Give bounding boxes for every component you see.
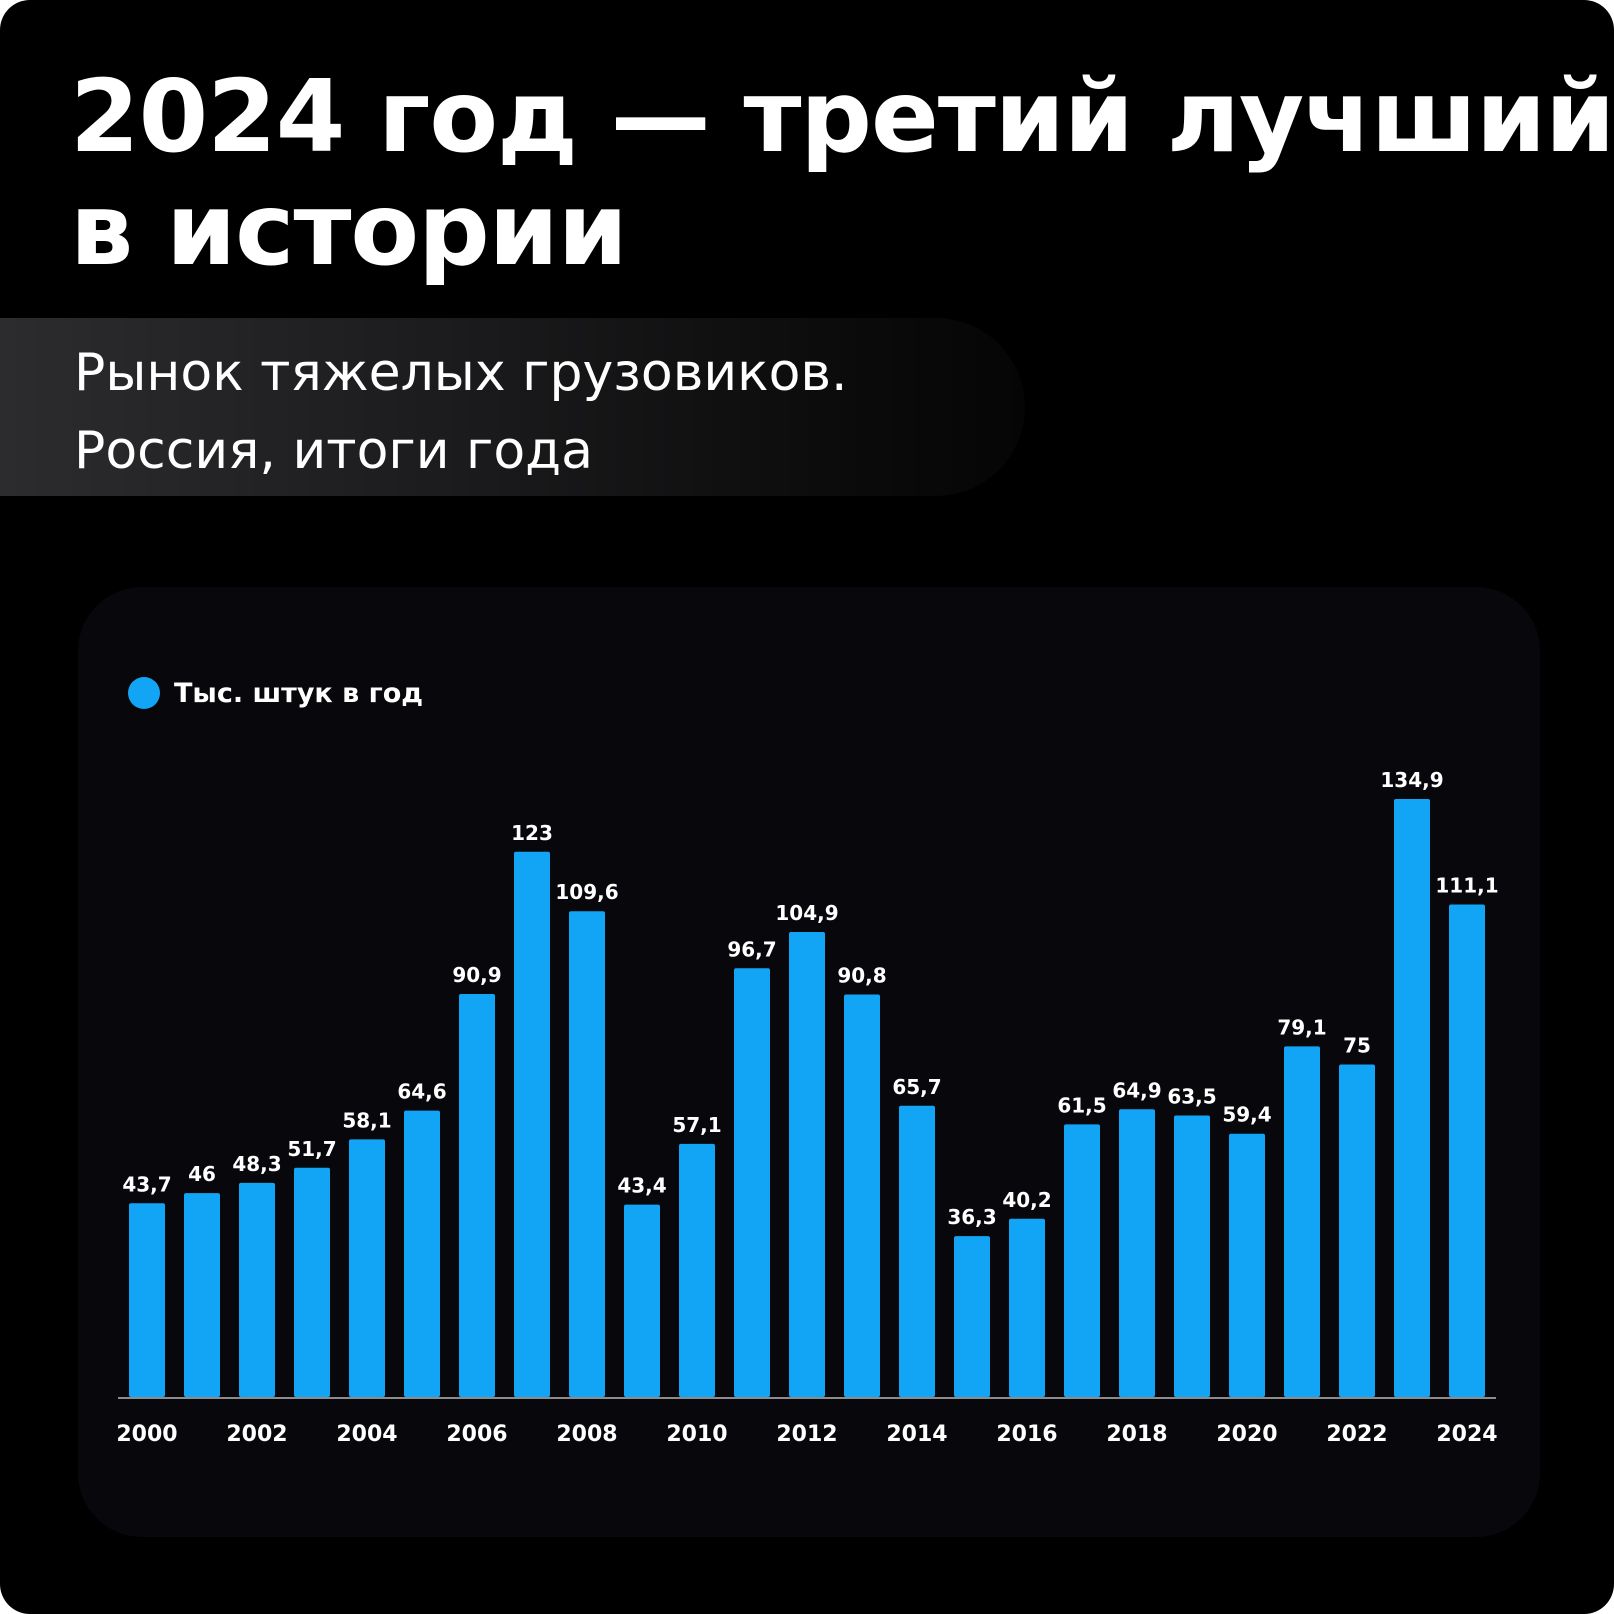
bar-2008	[569, 911, 605, 1397]
bar-value-label-2012: 104,9	[775, 901, 838, 925]
bar-value-label-2010: 57,1	[672, 1113, 721, 1137]
x-tick-label-2010: 2010	[666, 1422, 727, 1447]
bar-value-label-2003: 51,7	[287, 1137, 336, 1161]
bar-value-label-2009: 43,4	[617, 1174, 666, 1198]
bar-value-label-2016: 40,2	[1002, 1188, 1051, 1212]
page-title: 2024 год — третий лучший в истории	[70, 58, 1614, 288]
x-tick-label-2024: 2024	[1436, 1422, 1497, 1447]
x-tick-label-2002: 2002	[226, 1422, 287, 1447]
bar-2012	[789, 932, 825, 1397]
bar-2022	[1339, 1064, 1375, 1397]
bar-value-label-2013: 90,8	[837, 964, 886, 988]
bar-2018	[1119, 1109, 1155, 1397]
bar-2019	[1174, 1115, 1210, 1397]
bar-value-label-2011: 96,7	[727, 937, 776, 961]
bar-chart: 43,7 46 48,351,758,164,6 90,9 123 109,6 43,4 57…	[116, 768, 1498, 1447]
chart-panel: Тыс. штук в год 43,7 46 48,3 51,7 58,1 64,6 90…	[78, 587, 1540, 1537]
bar-value-label-2007: 123	[511, 821, 553, 845]
subtitle-band	[0, 318, 1025, 496]
bar-2003	[294, 1167, 330, 1397]
bar-2015	[954, 1236, 990, 1397]
x-tick-label-2022: 2022	[1326, 1422, 1387, 1447]
x-tick-label-2004: 2004	[336, 1422, 397, 1447]
bar-value-label-2004: 58,1	[342, 1108, 391, 1132]
legend-swatch-icon	[128, 677, 160, 709]
subtitle-line-1: Рынок тяжелых грузовиков.	[74, 343, 848, 403]
bar-value-label-2002: 48,3	[232, 1152, 281, 1176]
bar-2017	[1064, 1124, 1100, 1397]
bar-value-label-2008: 109,6	[555, 880, 618, 904]
bar-2010	[679, 1143, 715, 1397]
subtitle: Рынок тяжелых грузовиков. Россия, итоги …	[74, 334, 848, 490]
bar-value-label-2017: 61,5	[1057, 1093, 1106, 1117]
x-tick-label-2012: 2012	[776, 1422, 837, 1447]
bar-2000	[129, 1203, 165, 1397]
bar-value-label-2024: 111,1	[1435, 874, 1498, 898]
bar-2009	[624, 1204, 660, 1397]
bar-2014	[899, 1105, 935, 1397]
bar-2021	[1284, 1046, 1320, 1397]
x-tick-label-2000: 2000	[116, 1422, 177, 1447]
bar-2020	[1229, 1133, 1265, 1397]
x-tick-label-2014: 2014	[886, 1422, 947, 1447]
bar-value-label-2000: 43,7	[122, 1172, 171, 1196]
bar-value-label-2001: 46	[188, 1162, 216, 1186]
subtitle-line-2: Россия, итоги года	[74, 421, 593, 481]
bar-2004	[349, 1139, 385, 1397]
bar-value-label-2014: 65,7	[892, 1075, 941, 1099]
chart-legend: Тыс. штук в год	[128, 677, 423, 709]
bar-value-label-2006: 90,9	[452, 963, 501, 987]
bar-2013	[844, 994, 880, 1397]
bar-value-label-2021: 79,1	[1277, 1015, 1326, 1039]
x-tick-label-2018: 2018	[1106, 1422, 1167, 1447]
bar-value-label-2020: 59,4	[1222, 1103, 1271, 1127]
bar-2016	[1009, 1218, 1045, 1397]
bar-value-label-2005: 64,6	[397, 1080, 446, 1104]
bar-2024	[1449, 904, 1485, 1397]
x-tick-label-2006: 2006	[446, 1422, 507, 1447]
x-tick-label-2020: 2020	[1216, 1422, 1277, 1447]
legend-label: Тыс. штук в год	[174, 677, 424, 709]
title-line-2: в истории	[70, 171, 628, 288]
bar-value-label-2018: 64,9	[1112, 1078, 1161, 1102]
bar-2005	[404, 1110, 440, 1397]
title-line-1: 2024 год — третий лучший	[70, 58, 1614, 175]
bar-2011	[734, 968, 770, 1397]
bar-2007	[514, 851, 550, 1397]
bar-value-label-2023: 134,9	[1380, 768, 1443, 792]
bar-value-label-2015: 36,3	[947, 1205, 996, 1229]
bar-2023	[1394, 799, 1430, 1397]
bar-2002	[239, 1182, 275, 1397]
x-tick-label-2008: 2008	[556, 1422, 617, 1447]
bar-value-label-2022: 75	[1343, 1034, 1371, 1058]
x-tick-label-2016: 2016	[996, 1422, 1057, 1447]
bar-2006	[459, 994, 495, 1397]
bar-value-label-2019: 63,5	[1167, 1085, 1216, 1109]
bar-2001	[184, 1193, 220, 1397]
